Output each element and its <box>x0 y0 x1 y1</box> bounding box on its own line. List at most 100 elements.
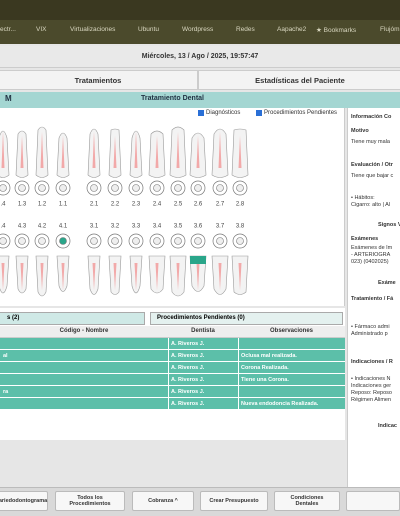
tooth-number: .4 <box>0 224 6 230</box>
tab[interactable]: Estadísticas del Paciente <box>198 70 400 90</box>
bookmark[interactable]: Wordpress <box>182 26 214 33</box>
table-cell: A. Riveros J. <box>171 365 205 371</box>
tooth-center <box>132 184 140 192</box>
bookmark[interactable]: ★ Bookmarks <box>316 27 357 34</box>
table-row[interactable] <box>0 338 345 350</box>
upper-root <box>1 132 5 168</box>
table-cell: Nueva endodoncia Realizada. <box>241 401 319 407</box>
bookmark[interactable]: Virtualizaciones <box>70 26 116 33</box>
table-cell: ra <box>3 389 9 395</box>
lower-tooth <box>0 255 10 294</box>
cell-divider <box>238 362 239 374</box>
bookmark[interactable]: Redes <box>236 26 255 33</box>
header-title: Tratamiento Dental <box>140 95 204 102</box>
bookmark[interactable]: Flujóm <box>380 26 400 33</box>
tooth-number: 2.6 <box>194 202 203 208</box>
tooth-number: 3.8 <box>236 224 245 230</box>
lower-root <box>20 263 24 290</box>
table-row[interactable] <box>0 386 345 398</box>
tooth-number: 2.1 <box>90 202 99 208</box>
tooth-center <box>132 237 140 245</box>
tooth-center <box>194 184 202 192</box>
lower-root <box>1 263 5 290</box>
bookmark[interactable]: Aapache2 <box>277 26 307 33</box>
table-cell: Tiene una Corona. <box>241 377 289 383</box>
header-left: M <box>5 94 12 103</box>
tooth-number: 1.1 <box>59 202 68 208</box>
side-text: Reposo: Reposo <box>351 390 392 396</box>
tooth-center <box>18 184 26 192</box>
side-text: Tratamiento / Fá <box>351 296 394 302</box>
tooth-center <box>236 237 244 245</box>
table-row[interactable] <box>0 398 345 410</box>
table-tab[interactable]: s (2) <box>0 312 145 325</box>
checkbox[interactable] <box>256 110 262 116</box>
side-text: Administrado p <box>351 331 388 337</box>
tooth-number: 2.8 <box>236 202 245 208</box>
tooth-number: 2.5 <box>174 202 183 208</box>
teeth: .4 .4 1.3 4.3 1.2 4.2 1.1 4.1 2.1 3.1 2.2 3.2 2.3 3.3… <box>0 126 249 297</box>
upper-root <box>238 136 242 168</box>
side-text: Motivo <box>351 128 369 134</box>
checkbox[interactable] <box>198 110 204 116</box>
side-text: Exámenes <box>351 236 379 242</box>
table-row[interactable] <box>0 362 345 374</box>
cell-divider <box>168 350 169 362</box>
check-label: Diagnósticos <box>206 110 241 116</box>
table-cell: Oclusa mal realizada. <box>241 353 297 359</box>
lower-root <box>113 263 117 290</box>
button[interactable]: Condiciones Dentales <box>274 491 340 511</box>
table-cell: A. Riveros J. <box>171 341 205 347</box>
tooth-number: 3.4 <box>153 224 162 230</box>
bookmark[interactable]: VIX <box>36 26 47 33</box>
side-text: Régimen Alimen <box>351 397 392 403</box>
check[interactable]: Procedimientos Pendientes <box>256 110 337 116</box>
cell-divider <box>238 398 239 410</box>
tooth-number: 4.2 <box>38 224 47 230</box>
table-cell: al <box>3 353 8 359</box>
cell-divider <box>238 374 239 386</box>
side-panel <box>347 108 400 488</box>
side-text: Indicac <box>378 423 397 429</box>
side-text: - ARTERIOGRA <box>351 252 391 258</box>
lower-root <box>155 263 159 290</box>
tooth-center <box>38 184 46 192</box>
button[interactable]: Todos los Procedimientos <box>55 491 125 511</box>
check[interactable]: Diagnósticos <box>198 110 240 116</box>
lower-root <box>40 263 44 290</box>
top-strip <box>0 0 400 20</box>
button[interactable]: Cobranza ^ <box>132 491 194 511</box>
side-text: Tiene muy mala <box>351 139 390 145</box>
tooth-center <box>0 237 7 245</box>
table-row[interactable] <box>0 350 345 362</box>
tooth-number: 3.2 <box>111 224 120 230</box>
table-row[interactable] <box>0 374 345 386</box>
lower-root <box>218 263 222 290</box>
table-cell: A. Riveros J. <box>171 389 205 395</box>
tooth-crown-fill <box>190 256 206 264</box>
tab[interactable]: Tratamientos <box>0 70 198 90</box>
button[interactable]: ariedodontograma <box>0 491 48 511</box>
upper-root <box>92 132 96 168</box>
button[interactable]: Crear Presupuesto <box>200 491 268 511</box>
tooth-center <box>59 184 67 192</box>
cell-divider <box>238 350 239 362</box>
side-text: Evaluación / Otr <box>351 162 393 168</box>
bookmark[interactable]: Ubuntu <box>138 26 159 33</box>
tooth-number: 1.2 <box>38 202 47 208</box>
check-label: Procedimientos Pendientes <box>264 110 338 116</box>
tooth-number: 2.2 <box>111 202 120 208</box>
upper-tooth <box>0 130 10 178</box>
upper-root <box>113 136 117 168</box>
button[interactable] <box>346 491 400 511</box>
column-header: Código - Nombre <box>59 328 109 334</box>
lower-root <box>134 263 138 290</box>
tooth-number: 2.7 <box>216 202 225 208</box>
table-tab[interactable]: Procedimientos Pendientes (0) <box>150 312 343 325</box>
lower-root <box>238 263 242 290</box>
bookmark[interactable]: ectr... <box>0 26 16 33</box>
tooth-number: 3.3 <box>132 224 141 230</box>
tooth-center <box>59 237 67 245</box>
tooth-number: 3.1 <box>90 224 99 230</box>
tooth-center <box>0 184 7 192</box>
